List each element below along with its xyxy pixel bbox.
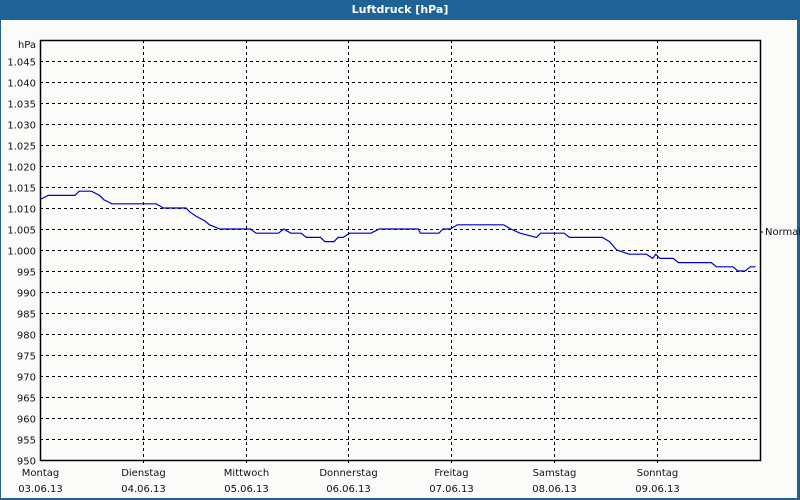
y-tick-label: 1.005 (7, 226, 36, 237)
y-tick-label: 950 (17, 457, 36, 468)
chart-title: Luftdruck [hPa] (0, 0, 800, 20)
normal-label: Normal (765, 227, 800, 238)
x-tick-day: Mittwoch (224, 468, 269, 479)
x-tick-date: 09.06.13 (635, 484, 680, 495)
x-tick-day: Dienstag (121, 468, 166, 479)
x-tick-day: Samstag (533, 468, 577, 479)
y-tick-label: 1.025 (7, 142, 36, 153)
x-tick-day: Montag (22, 468, 59, 479)
x-tick-date: 04.06.13 (121, 484, 166, 495)
y-tick-label: 955 (17, 436, 36, 447)
y-tick-label: 980 (17, 331, 36, 342)
y-axis-unit: hPa (18, 40, 36, 51)
y-tick-label: 1.015 (7, 184, 36, 195)
y-axis-labels: 950 955 960 965 970 975 980 985 990 995 1.000 1.005… (7, 58, 36, 468)
x-tick-date: 03.06.13 (18, 484, 63, 495)
y-tick-label: 1.030 (7, 121, 36, 132)
pressure-line (39, 190, 756, 272)
y-tick-label: 1.040 (7, 79, 36, 90)
plot-frame (39, 39, 762, 462)
x-tick-day: Donnerstag (319, 468, 377, 479)
y-tick-label: 1.020 (7, 163, 36, 174)
y-tick-label: 995 (17, 268, 36, 279)
y-tick-label: 960 (17, 415, 36, 426)
y-tick-label: 1.010 (7, 205, 36, 216)
y-tick-label: 990 (17, 289, 36, 300)
x-tick-date: 05.06.13 (224, 484, 269, 495)
grid-lines (40, 40, 763, 464)
y-tick-label: 1.045 (7, 58, 36, 69)
y-tick-label: 965 (17, 394, 36, 405)
y-tick-label: 970 (17, 373, 36, 384)
x-axis-labels: Montag 03.06.13 Dienstag 04.06.13 Mittwoch 05… (18, 468, 680, 495)
y-tick-label: 975 (17, 352, 36, 363)
x-tick-date: 08.06.13 (532, 484, 577, 495)
x-tick-day: Freitag (434, 468, 468, 479)
x-tick-day: Sonntag (637, 468, 679, 479)
y-tick-label: 985 (17, 310, 36, 321)
y-tick-label: 1.035 (7, 100, 36, 111)
x-tick-date: 06.06.13 (326, 484, 371, 495)
y-tick-label: 1.000 (7, 247, 36, 258)
x-tick-date: 07.06.13 (429, 484, 474, 495)
